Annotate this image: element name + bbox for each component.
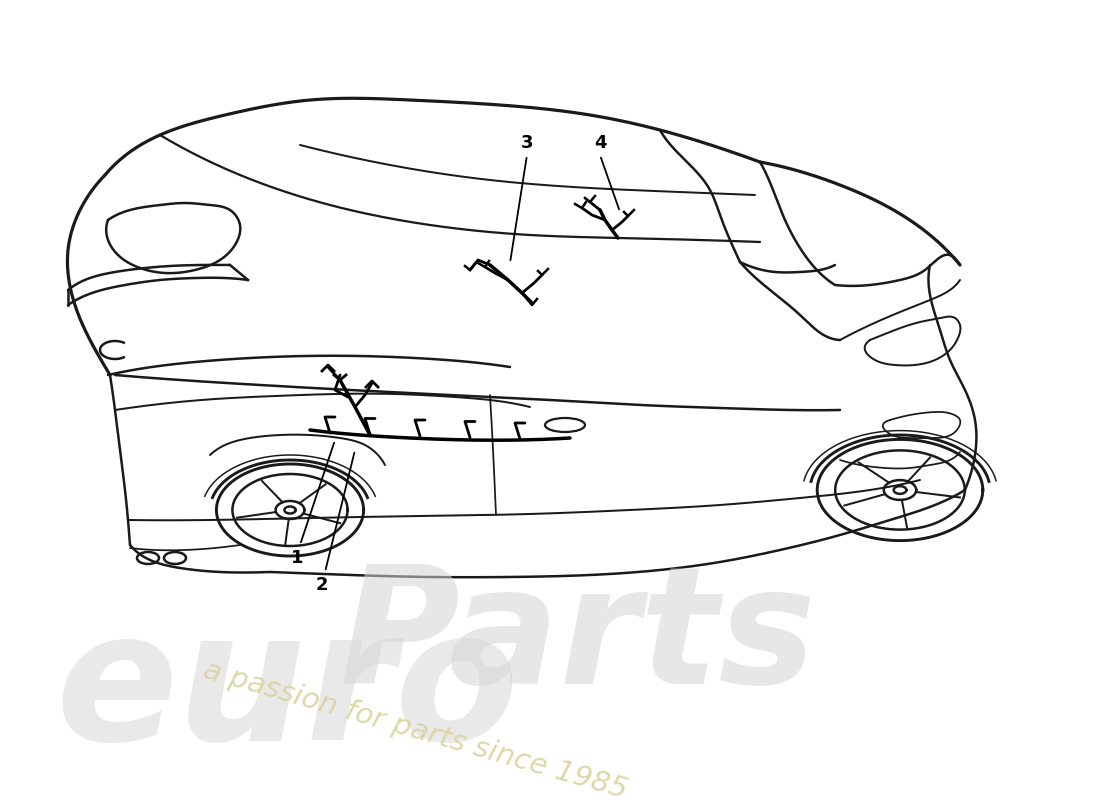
Text: 2: 2 [316, 576, 328, 594]
Text: Parts: Parts [340, 558, 817, 718]
Text: a passion for parts since 1985: a passion for parts since 1985 [200, 656, 630, 800]
Text: euro: euro [55, 602, 519, 778]
Text: 4: 4 [594, 134, 606, 152]
Text: 3: 3 [520, 134, 534, 152]
Text: 1: 1 [290, 549, 304, 567]
